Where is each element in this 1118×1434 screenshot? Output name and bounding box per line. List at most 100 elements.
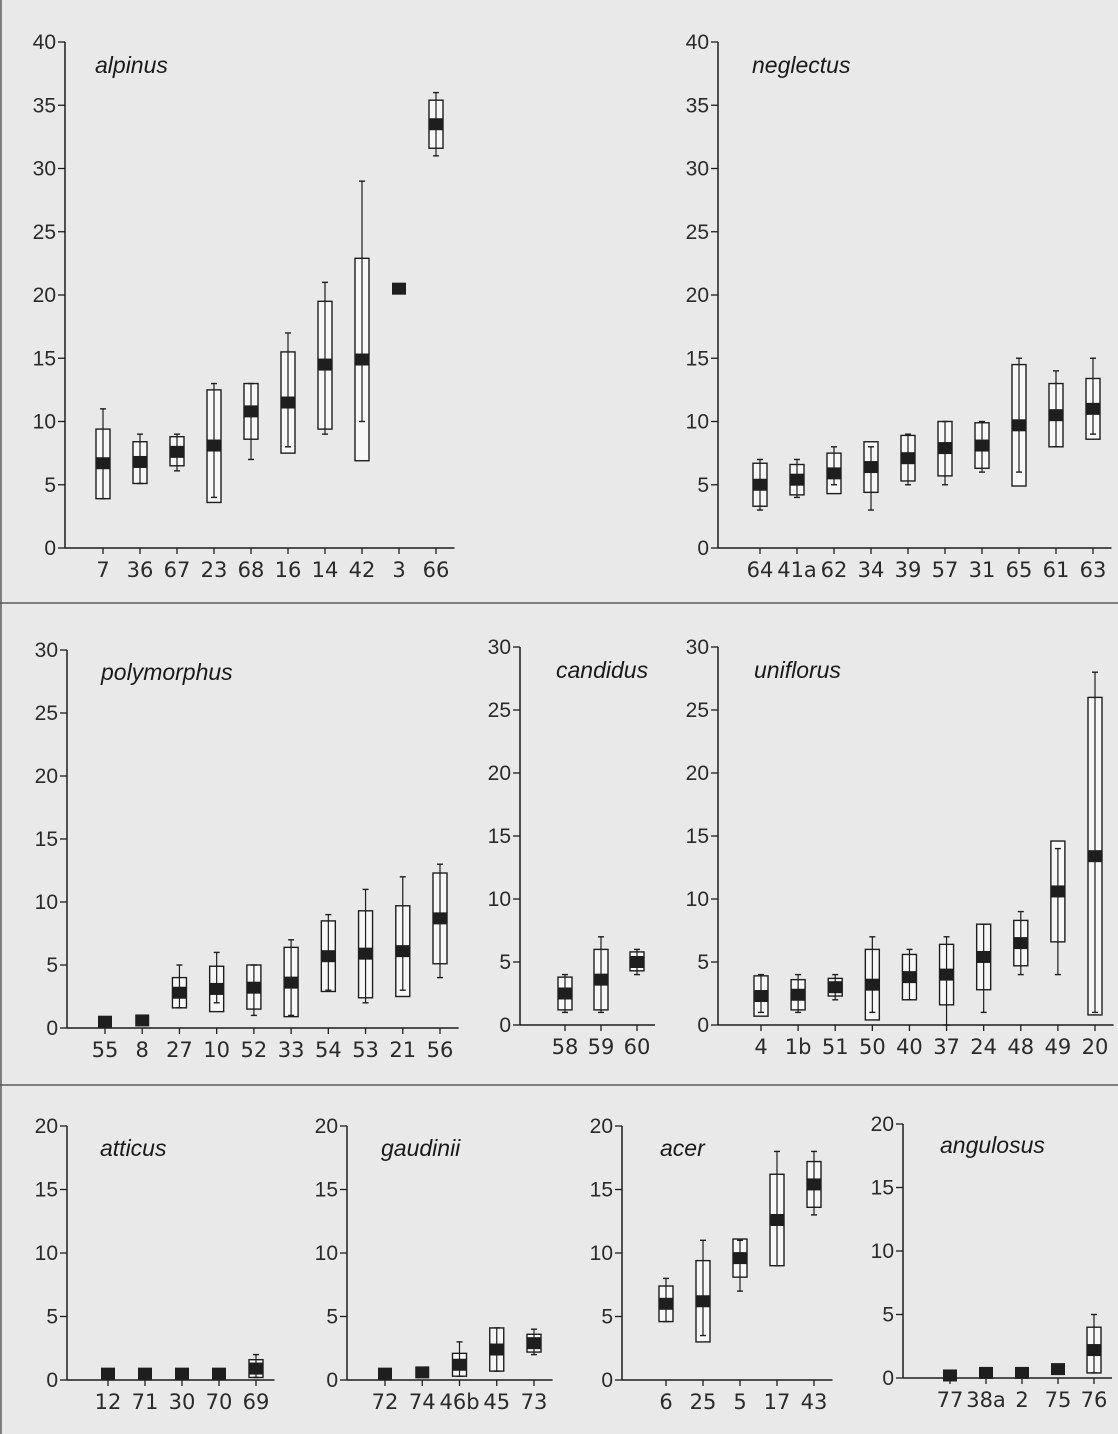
x-tick-label: 33 (278, 1038, 305, 1062)
box-65 (1011, 357, 1027, 487)
x-tick-label: 54 (315, 1038, 342, 1062)
box-31 (974, 420, 990, 473)
median-marker (754, 990, 768, 1003)
x-tick-label: 55 (92, 1038, 119, 1062)
median-marker (979, 1366, 993, 1379)
x-tick-label: 23 (201, 558, 228, 582)
box-61 (1048, 370, 1064, 448)
box-75 (1051, 1363, 1065, 1376)
box-40 (901, 948, 918, 1001)
x-tick-label: 20 (1082, 1035, 1109, 1059)
y-tick-label: 10 (35, 891, 58, 914)
median-marker (938, 442, 952, 455)
x-tick-label: 76 (1081, 1388, 1108, 1412)
median-marker (175, 1367, 189, 1380)
median-marker (770, 1213, 784, 1226)
box-23 (206, 382, 222, 504)
x-tick-label: 48 (1007, 1035, 1034, 1059)
x-tick-label: 24 (970, 1035, 997, 1059)
median-marker (284, 976, 299, 989)
box-51 (827, 973, 843, 1001)
panel-title: polymorphus (100, 659, 233, 685)
median-marker (358, 947, 373, 960)
y-tick-label: 15 (590, 1179, 613, 1202)
y-tick-label: 30 (488, 636, 511, 659)
y-tick-label: 0 (601, 1369, 613, 1392)
panel-gaudinii: gaudinii 0 5 10 15 20 72 74 46b 45 73 (315, 1115, 553, 1414)
y-tick-label: 20 (871, 1113, 894, 1136)
box-27 (171, 964, 188, 1009)
box-59 (593, 936, 609, 1014)
box-58 (557, 973, 573, 1014)
x-tick-label: 53 (352, 1038, 379, 1062)
median-marker (96, 457, 110, 470)
box-64 (752, 458, 768, 511)
x-tick-label: 2 (1015, 1388, 1028, 1412)
median-marker (975, 439, 989, 452)
box-48 (1013, 910, 1029, 976)
x-tick-label: 10 (203, 1038, 230, 1062)
box-67 (169, 433, 185, 472)
y-tick-label: 0 (697, 537, 709, 560)
y-tick-label: 10 (315, 1242, 338, 1265)
x-tick-label: 72 (372, 1390, 399, 1414)
x-tick-label: 37 (933, 1035, 960, 1059)
median-marker (135, 1014, 150, 1027)
y-tick-label: 15 (686, 347, 709, 370)
x-tick-label: 57 (932, 558, 959, 582)
median-marker (1086, 402, 1100, 415)
y-tick-label: 25 (488, 699, 511, 722)
median-marker (452, 1358, 467, 1371)
panel-uniflorus: uniflorus 0 5 10 15 20 25 30 4 1b 51 50 40 37 24 48 49 20 (686, 636, 1114, 1059)
median-marker (1012, 419, 1026, 432)
x-tick-label: 7 (96, 558, 109, 582)
box-57 (937, 420, 953, 486)
median-marker (864, 461, 878, 474)
x-tick-label: 21 (389, 1038, 416, 1062)
x-tick-label: 43 (801, 1390, 828, 1414)
y-tick-label: 20 (35, 1115, 58, 1138)
median-marker (281, 396, 295, 409)
y-tick-label: 5 (46, 954, 58, 977)
y-tick-label: 15 (871, 1177, 894, 1200)
median-marker (828, 981, 843, 994)
box-2 (1015, 1366, 1029, 1379)
panel-acer: acer 0 5 10 15 20 6 25 5 17 43 (590, 1115, 833, 1414)
median-marker (558, 987, 572, 1000)
panel-angulosus: angulosus 0 5 10 15 20 77 38a 2 75 76 (871, 1113, 1112, 1412)
median-marker (321, 950, 336, 963)
box-6 (658, 1277, 674, 1323)
x-tick-label: 17 (764, 1390, 791, 1414)
median-marker (489, 1343, 504, 1356)
box-49 (1050, 840, 1066, 976)
x-tick-label: 50 (859, 1035, 886, 1059)
x-tick-label: 1b (785, 1035, 812, 1059)
box-76 (1086, 1313, 1102, 1374)
x-tick-label: 14 (312, 558, 339, 582)
median-marker (1087, 1344, 1101, 1357)
median-marker (172, 986, 187, 999)
median-marker (827, 467, 841, 480)
y-tick-label: 20 (488, 762, 511, 785)
x-tick-label: 61 (1043, 558, 1070, 582)
y-tick-label: 25 (686, 221, 709, 244)
median-marker (355, 353, 369, 366)
median-marker (630, 956, 644, 968)
median-marker (395, 945, 410, 958)
x-tick-label: 8 (136, 1038, 149, 1062)
y-tick-label: 10 (590, 1242, 613, 1265)
y-tick-label: 5 (46, 1306, 58, 1329)
panel-title: gaudinii (381, 1135, 461, 1161)
median-marker (209, 982, 224, 995)
y-tick-label: 20 (315, 1115, 338, 1138)
median-marker (138, 1367, 152, 1380)
x-tick-label: 64 (747, 558, 774, 582)
box-25 (695, 1239, 711, 1343)
y-tick-label: 15 (315, 1179, 338, 1202)
median-marker (901, 452, 915, 465)
y-tick-label: 0 (499, 1014, 511, 1037)
panel-polymorphus: polymorphus 0 5 10 15 20 25 30 55 8 27 10 52 33 54 53 21… (35, 639, 459, 1062)
median-marker (1088, 850, 1102, 863)
median-marker (594, 973, 608, 986)
median-marker (865, 978, 880, 991)
